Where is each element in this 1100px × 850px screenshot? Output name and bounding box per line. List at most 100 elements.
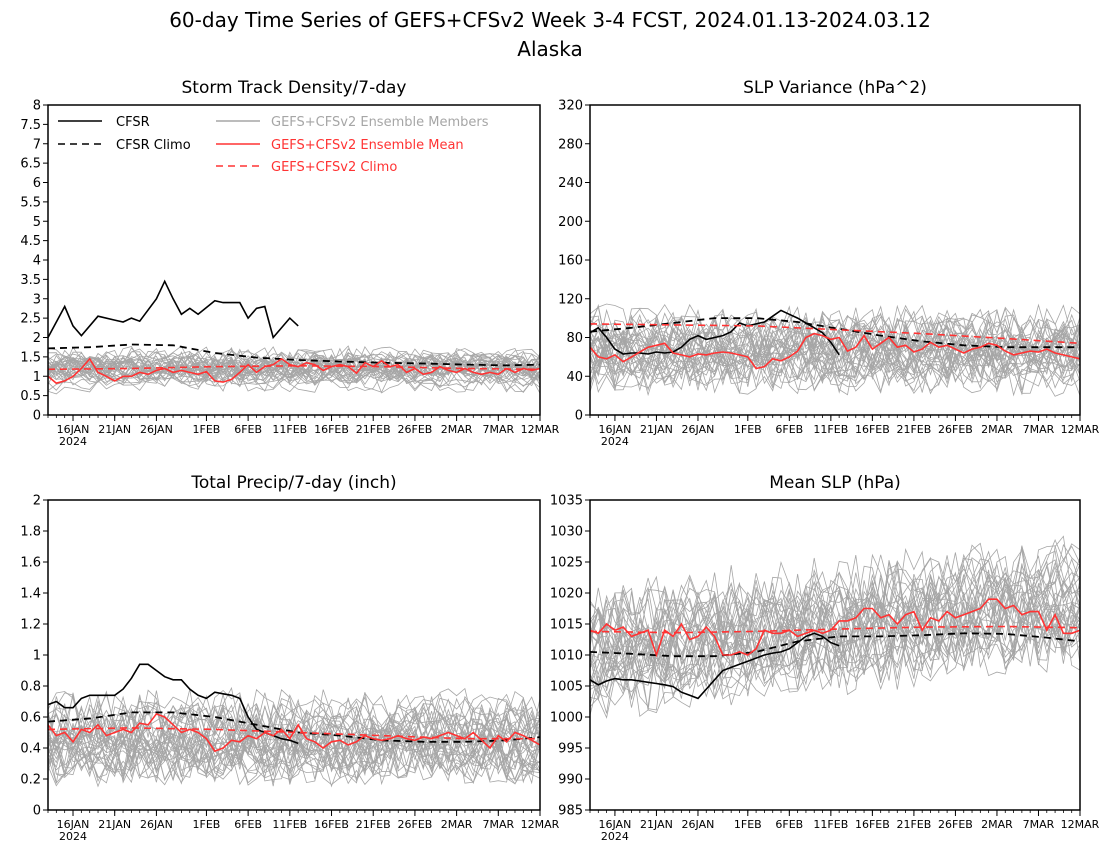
x-tick-label: 16FEB <box>855 818 890 831</box>
x-tick-label: 11FEB <box>813 818 848 831</box>
y-tick-label: 200 <box>558 215 583 230</box>
x-tick-label: 16FEB <box>855 423 890 436</box>
figure-title: 60-day Time Series of GEFS+CFSv2 Week 3-… <box>169 8 931 32</box>
panel-mean-slp: Mean SLP (hPa) 985 990 995 1000 1005 1010 1015 1… <box>550 473 1100 843</box>
panel-title: SLP Variance (hPa^2) <box>743 78 927 98</box>
member-line <box>47 696 541 747</box>
x-tick-label: 26FEB <box>938 818 973 831</box>
y-tick-label: 6 <box>33 176 41 191</box>
x-tick-label: 1FEB <box>734 818 762 831</box>
member-line <box>589 354 1081 397</box>
panel-title: Total Precip/7-day (inch) <box>190 473 396 493</box>
x-tick-label: 6FEB <box>234 423 262 436</box>
x-tick-label: 7MAR <box>1023 423 1055 436</box>
y-tick-label: 2 <box>33 494 41 509</box>
member-line <box>589 558 1081 649</box>
x-tick-label: 16FEB <box>314 423 349 436</box>
member-line <box>589 303 1081 350</box>
x-tick-label: 26FEB <box>398 423 433 436</box>
member-line <box>47 361 541 386</box>
x-tick-label: 21FEB <box>896 423 931 436</box>
member-line <box>589 303 1081 351</box>
y-tick-label: 8 <box>33 99 41 114</box>
ensemble-members <box>47 686 541 788</box>
x-tick-label: 6FEB <box>775 818 803 831</box>
x-tick-label: 16JAN <box>57 818 90 831</box>
member-line <box>589 310 1081 358</box>
x-tick-label: 2MAR <box>981 818 1013 831</box>
x-year-label: 2024 <box>59 435 87 448</box>
x-tick-label: 11FEB <box>272 423 307 436</box>
x-tick-label: 21FEB <box>896 818 931 831</box>
y-tick-label: 0.8 <box>20 680 41 695</box>
ensemble-members <box>589 535 1081 719</box>
x-tick-label: 26JAN <box>682 818 715 831</box>
x-tick-label: 12MAR <box>521 423 560 436</box>
member-line <box>47 733 541 785</box>
x-year-label: 2024 <box>601 435 629 448</box>
member-line <box>589 318 1081 365</box>
figure-subtitle: Alaska <box>517 37 582 61</box>
x-tick-label: 21FEB <box>356 423 391 436</box>
x-tick-label: 2MAR <box>441 818 473 831</box>
y-tick-label: 2 <box>33 331 41 346</box>
y-tick-label: 990 <box>558 773 583 788</box>
member-line <box>47 362 541 387</box>
x-tick-label: 6FEB <box>775 423 803 436</box>
x-tick-label: 1FEB <box>193 818 221 831</box>
y-tick-label: 0.6 <box>20 711 41 726</box>
member-line <box>589 328 1081 377</box>
x-tick-label: 16JAN <box>599 423 632 436</box>
y-tick-label: 4.5 <box>20 234 41 249</box>
x-tick-label: 26JAN <box>140 423 173 436</box>
x-tick-label: 12MAR <box>521 818 560 831</box>
y-tick-label: 0 <box>33 409 41 424</box>
legend: CFSR CFSR Climo GEFS+CFSv2 Ensemble Memb… <box>58 115 489 175</box>
x-tick-label: 16FEB <box>314 818 349 831</box>
y-tick-label: 0 <box>575 409 583 424</box>
y-tick-label: 0.5 <box>20 389 41 404</box>
member-line <box>589 333 1081 381</box>
x-tick-label: 7MAR <box>1023 818 1055 831</box>
y-tick-label: 2.5 <box>20 312 41 327</box>
legend-label-ens-mean: GEFS+CFSv2 Ensemble Mean <box>271 138 464 153</box>
member-line <box>589 333 1081 381</box>
y-tick-label: 280 <box>558 137 583 152</box>
x-tick-label: 6FEB <box>234 818 262 831</box>
x-tick-label: 26FEB <box>938 423 973 436</box>
member-line <box>589 576 1081 672</box>
x-tick-label: 16JAN <box>57 423 90 436</box>
member-line <box>47 690 541 740</box>
y-tick-label: 240 <box>558 176 583 191</box>
panel-slp-variance: SLP Variance (hPa^2) 0 40 80 120 160 200 240 280… <box>558 78 1100 448</box>
y-tick-label: 1035 <box>550 494 583 509</box>
y-tick-label: 7 <box>33 137 41 152</box>
member-line <box>589 602 1081 706</box>
x-tick-label: 26FEB <box>398 818 433 831</box>
y-tick-label: 995 <box>558 742 583 757</box>
y-tick-label: 1.5 <box>20 350 41 365</box>
y-tick-label: 1 <box>33 649 41 664</box>
x-tick-label: 21FEB <box>356 818 391 831</box>
y-tick-label: 1010 <box>550 649 583 664</box>
member-line <box>589 605 1081 693</box>
y-tick-label: 985 <box>558 804 583 819</box>
y-tick-label: 1030 <box>550 525 583 540</box>
member-line <box>47 692 541 743</box>
y-tick-label: 160 <box>558 254 583 269</box>
member-line <box>47 721 541 772</box>
y-tick-label: 4 <box>33 254 41 269</box>
y-tick-label: 0.2 <box>20 773 41 788</box>
y-tick-label: 80 <box>566 331 583 346</box>
y-tick-label: 5.5 <box>20 195 41 210</box>
member-line <box>589 610 1081 708</box>
series-gefs-cfsv2-ensemble-mean <box>589 332 1081 370</box>
x-tick-label: 21JAN <box>98 423 131 436</box>
y-tick-label: 3 <box>33 292 41 307</box>
y-tick-label: 320 <box>558 99 583 114</box>
y-tick-label: 3.5 <box>20 273 41 288</box>
member-line <box>589 556 1081 648</box>
member-line <box>589 317 1081 362</box>
y-tick-label: 1.6 <box>20 556 41 571</box>
